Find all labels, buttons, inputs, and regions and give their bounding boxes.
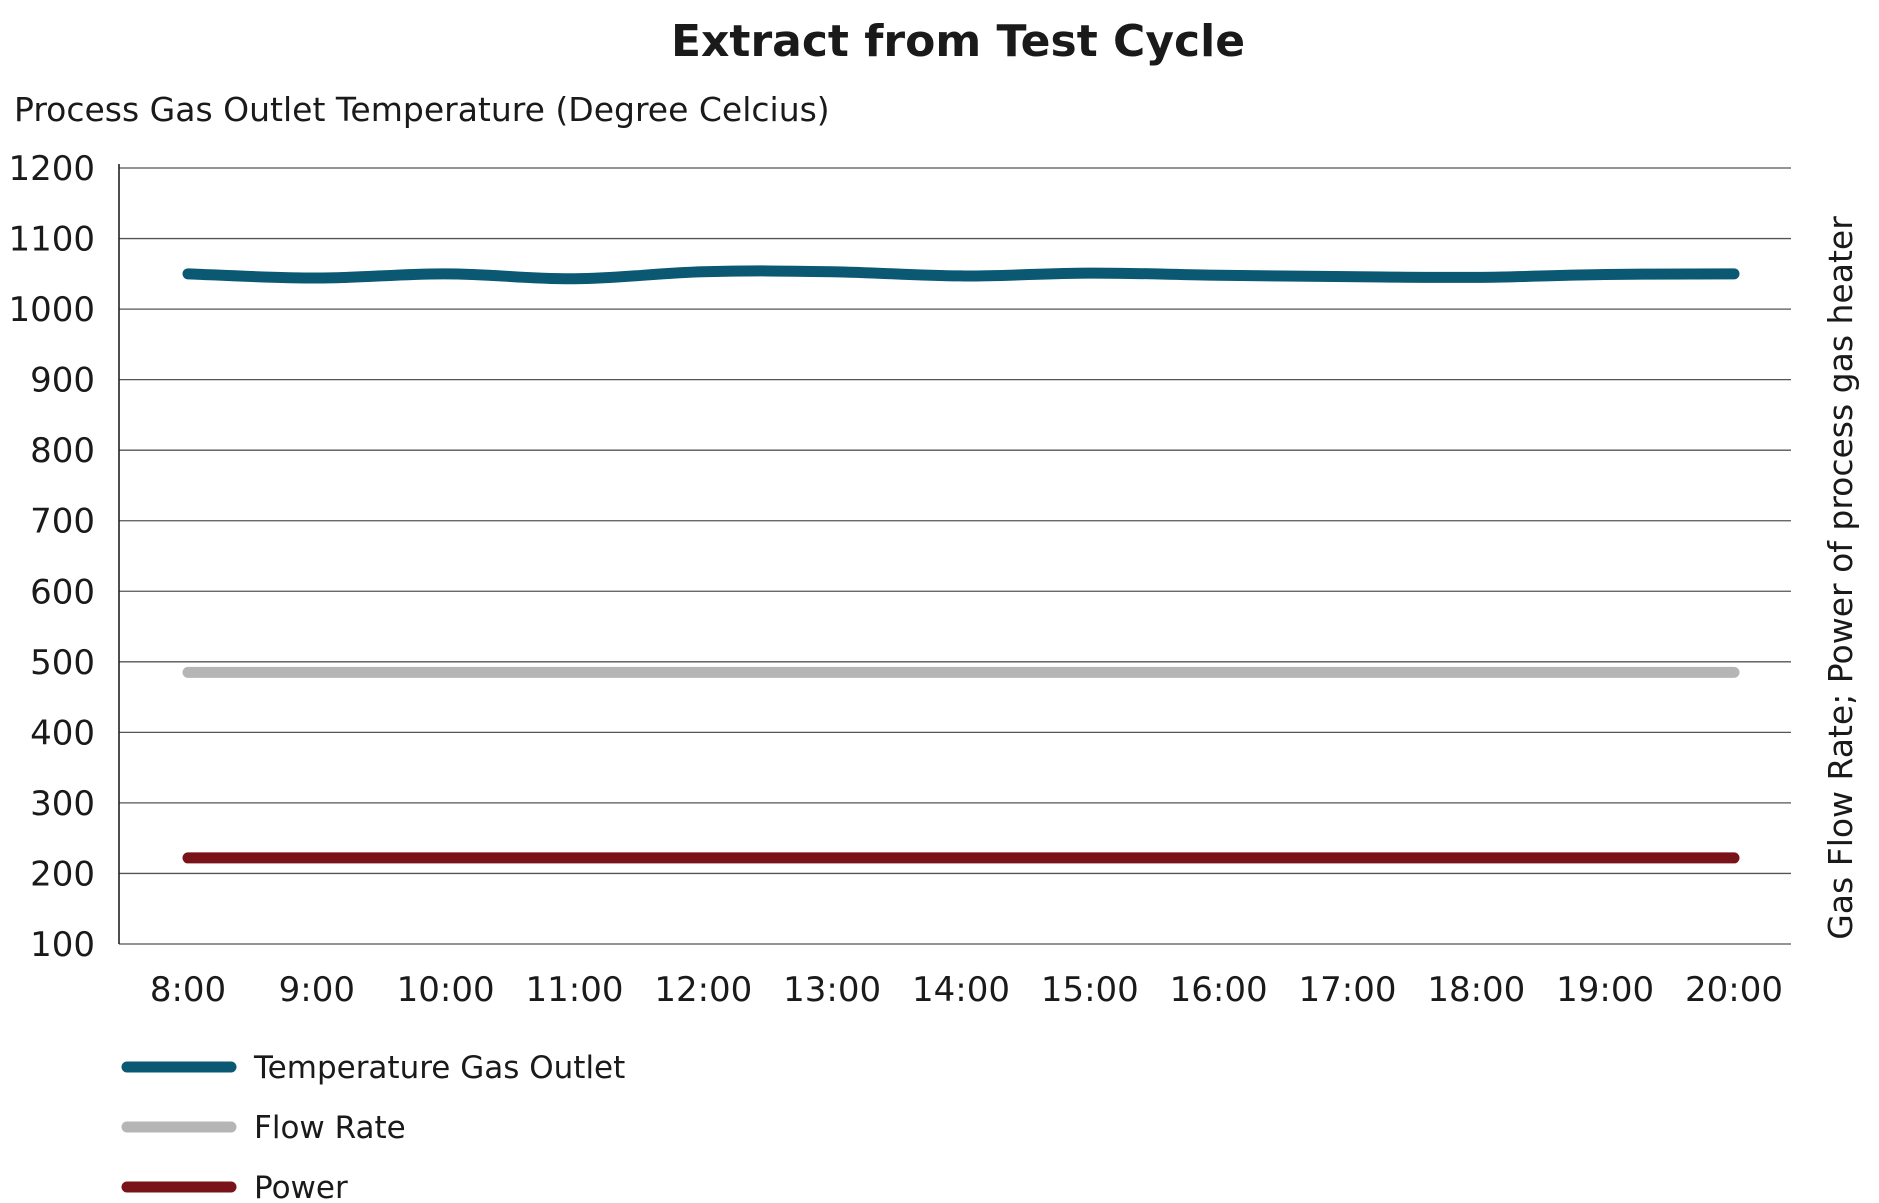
x-tick-label-10: 18:00 (1427, 970, 1525, 1010)
y-tick-label-600: 600 (30, 572, 95, 612)
y-axis-ticks: 100 200 300 400 500 600 700 800 900 1000 1100 1200 (8, 149, 95, 965)
series (182, 265, 1740, 864)
y-tick-label-300: 300 (30, 784, 95, 824)
y-tick-label-100: 100 (30, 925, 95, 965)
x-tick-label-1: 9:00 (279, 970, 355, 1010)
x-axis-ticks: 8:00 9:00 10:00 11:00 12:00 13:00 14:00 15:00 16… (150, 970, 1783, 1010)
y-axis-title: Process Gas Outlet Temperature (Degree C… (14, 90, 830, 129)
x-tick-label-12: 20:00 (1685, 970, 1783, 1010)
series-line-temperature-gas-outlet (182, 265, 1740, 285)
y-tick-label-900: 900 (30, 361, 95, 401)
x-tick-label-3: 11:00 (526, 970, 624, 1010)
x-tick-label-8: 16:00 (1170, 970, 1268, 1010)
legend-label-flow-rate: Flow Rate (254, 1110, 406, 1146)
x-tick-label-2: 10:00 (397, 970, 495, 1010)
grid (119, 167, 1791, 945)
x-tick-label-4: 12:00 (654, 970, 752, 1010)
x-tick-label-9: 17:00 (1299, 970, 1397, 1010)
y-tick-label-500: 500 (30, 643, 95, 683)
y-tick-label-1000: 1000 (8, 290, 95, 330)
y-tick-label-400: 400 (30, 713, 95, 753)
legend: Temperature Gas Outlet Flow Rate Power (121, 1050, 625, 1203)
x-tick-label-7: 15:00 (1041, 970, 1139, 1010)
y-tick-label-200: 200 (30, 854, 95, 894)
x-tick-label-0: 8:00 (150, 970, 226, 1010)
legend-label-power: Power (254, 1170, 348, 1203)
x-tick-label-11: 19:00 (1556, 970, 1654, 1010)
x-tick-label-5: 13:00 (783, 970, 881, 1010)
secondary-axis-title: Gas Flow Rate; Power of process gas heat… (1821, 216, 1860, 940)
chart-title: Extract from Test Cycle (671, 16, 1245, 67)
y-tick-label-1100: 1100 (8, 220, 95, 260)
y-tick-label-700: 700 (30, 502, 95, 542)
y-tick-label-1200: 1200 (8, 149, 95, 189)
y-tick-label-800: 800 (30, 431, 95, 471)
legend-label-temperature-gas-outlet: Temperature Gas Outlet (253, 1050, 625, 1086)
x-tick-label-6: 14:00 (912, 970, 1010, 1010)
